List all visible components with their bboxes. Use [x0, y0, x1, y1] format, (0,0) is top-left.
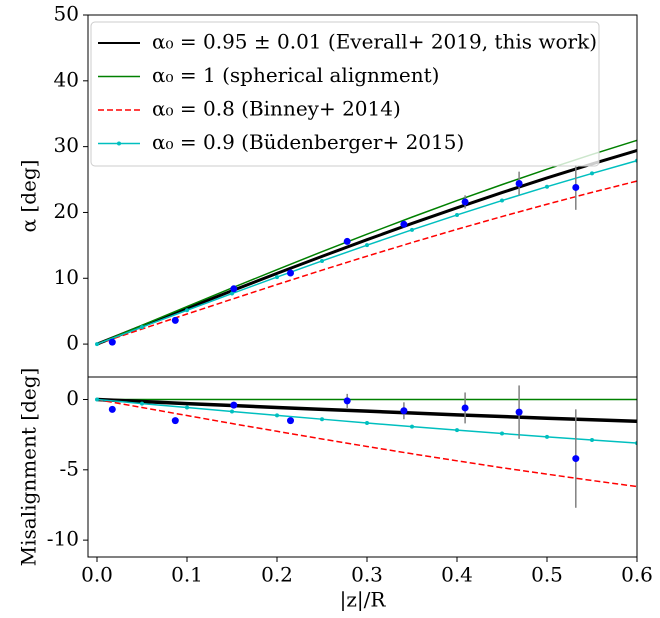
data-point — [461, 198, 469, 206]
data-point — [230, 401, 238, 409]
line-marker — [185, 405, 189, 410]
line-marker — [95, 342, 99, 347]
line — [96, 398, 637, 488]
legend-label: α₀ = 0.9 (Büdenberger+ 2015) — [152, 130, 464, 154]
data-point — [461, 404, 469, 412]
line-marker — [545, 434, 549, 439]
line-marker — [320, 258, 324, 263]
x-tick-label: 0.3 — [351, 563, 383, 587]
data-point — [400, 407, 408, 415]
plot-area — [95, 385, 637, 508]
data-point — [400, 220, 408, 228]
y-tick-label: 0 — [66, 386, 79, 410]
data-point — [515, 408, 523, 416]
y-tick-label: -10 — [47, 527, 79, 551]
data-point — [572, 183, 580, 191]
line-marker — [275, 413, 279, 418]
line-marker — [365, 420, 369, 425]
line-marker — [230, 291, 234, 296]
line-marker — [455, 212, 459, 217]
data-point — [171, 417, 179, 425]
y-tick-label: -5 — [60, 456, 79, 480]
line-marker — [590, 438, 594, 442]
line-marker — [545, 184, 549, 189]
line-marker — [590, 171, 594, 176]
legend-label: α₀ = 0.8 (Binney+ 2014) — [152, 97, 401, 121]
data-point — [171, 316, 179, 324]
x-tick-label: 0.2 — [261, 563, 293, 587]
y-axis-label: α [deg] — [17, 160, 41, 233]
x-tick-label: 0.1 — [171, 563, 203, 587]
frame — [87, 376, 638, 558]
line-marker — [500, 431, 504, 436]
line-marker — [365, 243, 369, 248]
y-tick-label: 50 — [54, 2, 79, 26]
line-marker — [185, 308, 189, 313]
data-point — [572, 455, 580, 463]
data-point — [343, 397, 351, 405]
line-marker — [140, 401, 144, 406]
line-marker — [140, 325, 144, 330]
x-tick-label: 0.5 — [531, 563, 563, 587]
y-tick-label: 10 — [54, 265, 79, 289]
line — [96, 149, 637, 346]
line-marker — [410, 424, 414, 429]
data-point — [343, 237, 351, 245]
line-marker — [500, 198, 504, 203]
line-marker — [320, 417, 324, 422]
y-axis-label: Misalignment [deg] — [17, 368, 41, 567]
y-tick-label: 30 — [54, 133, 79, 157]
y-tick-label: 40 — [54, 67, 79, 91]
legend: α₀ = 0.95 ± 0.01 (Everall+ 2019, this wo… — [90, 21, 600, 167]
x-tick-label: 0.4 — [441, 563, 473, 587]
legend-marker — [117, 141, 121, 146]
line — [96, 397, 637, 424]
line-marker — [275, 275, 279, 280]
line — [96, 139, 637, 345]
data-point — [287, 269, 294, 277]
legend-box — [90, 21, 600, 167]
data-point — [230, 285, 238, 293]
x-tick-label: 0.0 — [81, 563, 113, 587]
data-point — [287, 417, 294, 425]
legend-label: α₀ = 1 (spherical alignment) — [152, 63, 439, 87]
x-tick-label: 0.6 — [621, 563, 653, 587]
data-point — [108, 338, 116, 346]
y-tick-label: 20 — [54, 199, 79, 223]
line — [96, 180, 637, 345]
x-axis-label: |z|/R — [340, 588, 387, 613]
data-point — [515, 179, 523, 187]
plot-area — [95, 139, 637, 347]
line-marker — [230, 409, 234, 414]
line-marker — [410, 227, 414, 232]
line-marker — [455, 428, 459, 433]
y-tick-label: 0 — [66, 331, 79, 355]
data-point — [108, 405, 116, 413]
legend-label: α₀ = 0.95 ± 0.01 (Everall+ 2019, this wo… — [152, 30, 597, 54]
line-marker — [95, 397, 99, 402]
